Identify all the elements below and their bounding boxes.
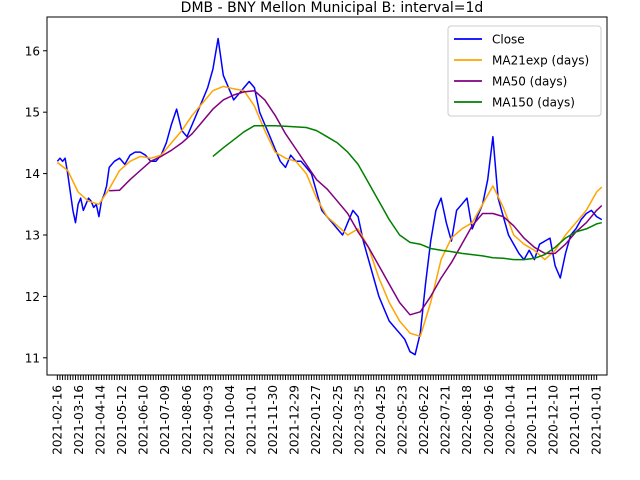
x-tick-label: 2021-07-09 bbox=[158, 385, 172, 455]
legend-entry: MA50 (days) bbox=[492, 75, 567, 89]
x-tick-label: 2021-09-03 bbox=[201, 385, 215, 455]
x-tick-label: 2021-08-06 bbox=[180, 385, 194, 455]
y-tick-label: 15 bbox=[25, 106, 40, 120]
x-tick-label: 2022-03-25 bbox=[352, 385, 366, 455]
legend bbox=[447, 25, 602, 117]
x-tick-label: 2021-12-29 bbox=[288, 385, 302, 455]
x-tick-label: 2022-06-22 bbox=[417, 385, 431, 455]
legend-entry: Close bbox=[492, 33, 525, 47]
x-tick-label: 2022-04-25 bbox=[374, 385, 388, 455]
x-tick-label: 2021-01-11 bbox=[568, 385, 582, 455]
x-tick-label: 2022-01-27 bbox=[309, 385, 323, 455]
x-tick-label: 2021-04-14 bbox=[94, 385, 108, 455]
legend-entry: MA150 (days) bbox=[492, 96, 575, 110]
x-tick-label: 2021-11-30 bbox=[266, 385, 280, 455]
y-tick-label: 14 bbox=[25, 167, 40, 181]
x-tick-label: 2021-05-12 bbox=[115, 385, 129, 455]
x-tick-label: 2021-10-04 bbox=[223, 385, 237, 455]
y-tick-label: 12 bbox=[25, 290, 40, 304]
x-tick-label: 2021-01-01 bbox=[590, 385, 604, 455]
chart-title: DMB - BNY Mellon Municipal B: interval=1… bbox=[181, 0, 484, 16]
y-tick-label: 13 bbox=[25, 228, 40, 242]
x-tick-label: 2022-02-25 bbox=[331, 385, 345, 455]
series-line-0 bbox=[56, 37, 603, 356]
x-tick-label: 2021-11-01 bbox=[245, 385, 259, 455]
series-line-2 bbox=[109, 89, 603, 316]
x-tick-label: 2020-11-11 bbox=[525, 385, 539, 455]
x-tick-label: 2020-09-16 bbox=[482, 385, 496, 455]
x-tick-label: 2022-08-18 bbox=[460, 385, 474, 455]
x-tick-label: 2021-03-16 bbox=[72, 385, 86, 455]
x-tick-label: 2022-05-23 bbox=[395, 385, 409, 455]
legend-entry: MA21exp (days) bbox=[492, 54, 589, 68]
y-tick-label: 11 bbox=[25, 351, 40, 365]
y-tick-label: 16 bbox=[25, 44, 40, 58]
x-tick-label: 2020-10-14 bbox=[503, 385, 517, 455]
series-line-1 bbox=[56, 85, 603, 338]
x-tick-label: 2022-07-21 bbox=[439, 385, 453, 455]
x-tick-label: 2020-12-10 bbox=[546, 385, 560, 455]
series-line-3 bbox=[212, 124, 602, 261]
x-tick-label: 2021-02-16 bbox=[50, 385, 64, 455]
x-tick-label: 2021-06-10 bbox=[137, 385, 151, 455]
